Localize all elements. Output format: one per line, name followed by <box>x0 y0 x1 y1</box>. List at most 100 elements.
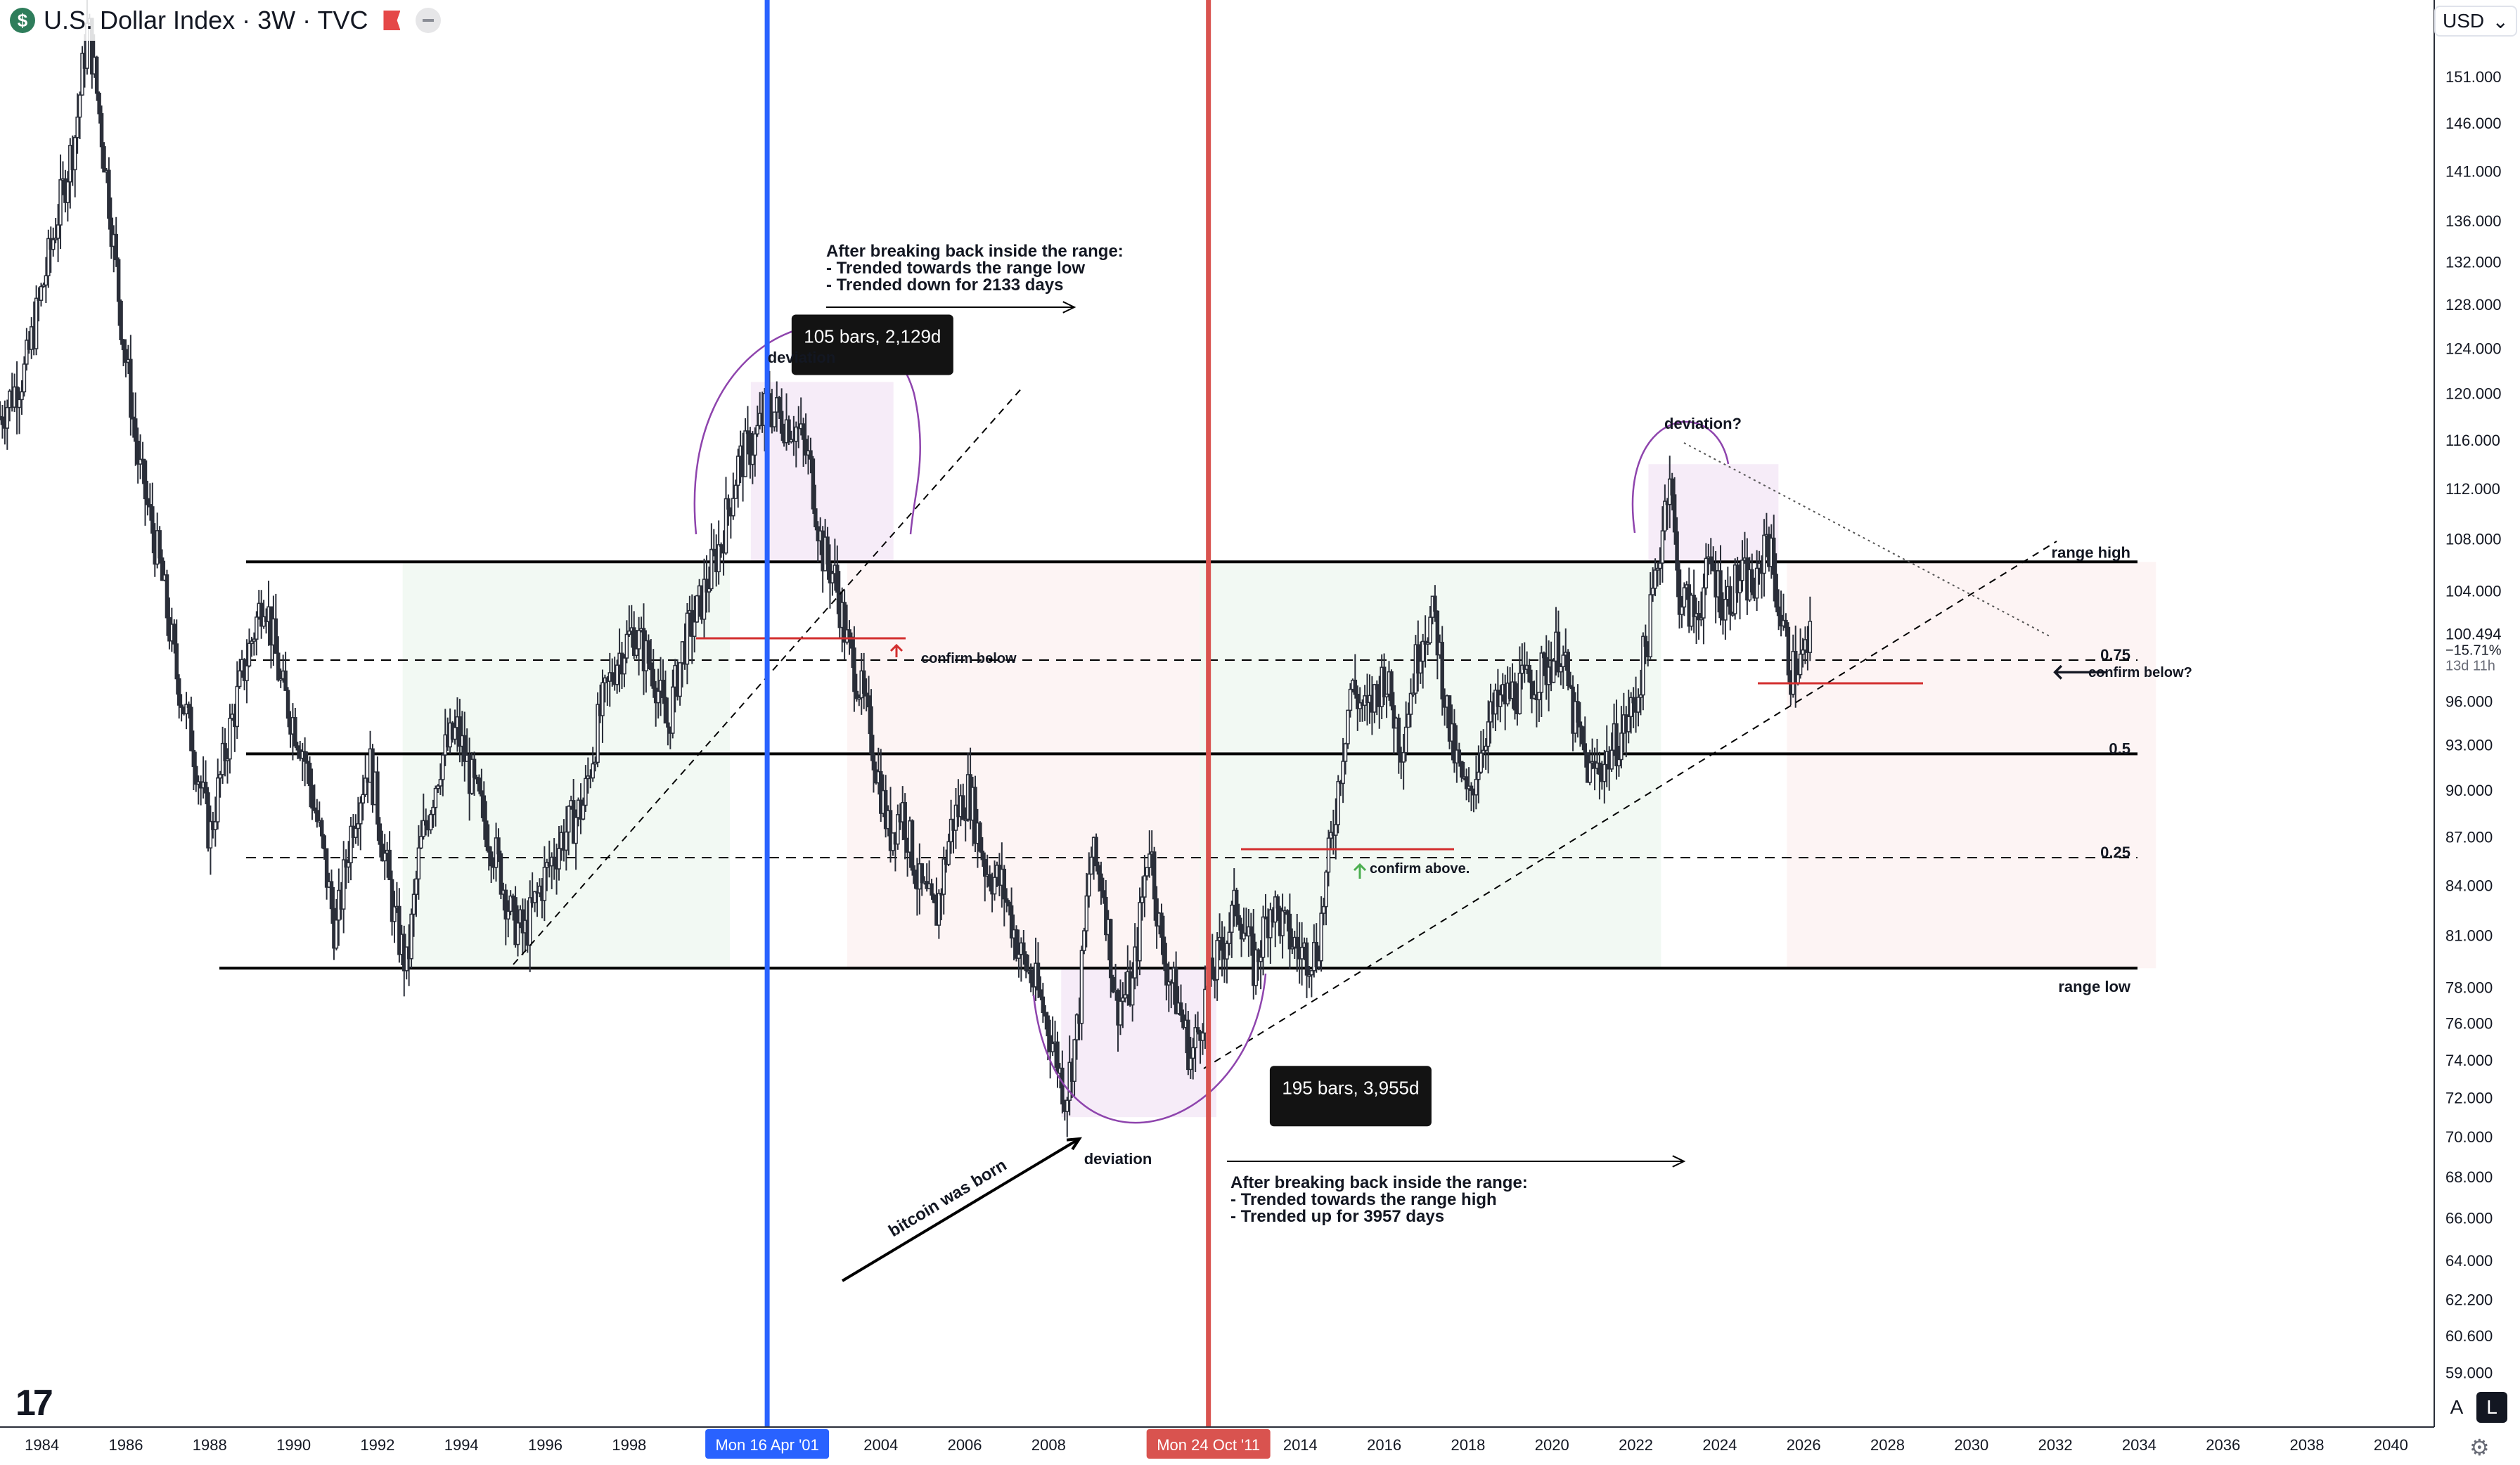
candle-body <box>1658 562 1662 569</box>
log-scale-button[interactable]: L <box>2476 1392 2507 1423</box>
x-tick-label: 2004 <box>863 1436 898 1454</box>
candle-body <box>709 548 714 590</box>
y-tick-label: 60.600 <box>2445 1327 2493 1345</box>
candle-body <box>896 814 900 845</box>
note-line: - Trended towards the range high <box>1230 1190 1497 1209</box>
candle-body <box>356 823 361 830</box>
auto-scale-button[interactable]: A <box>2450 1396 2464 1418</box>
symbol-header[interactable]: $ U.S. Dollar Index · 3W · TVC <box>0 0 442 41</box>
candle-body <box>1460 761 1464 778</box>
candle-body <box>480 790 484 796</box>
candle-body <box>1542 652 1546 659</box>
candle-body <box>378 823 382 845</box>
candle-body <box>349 825 353 863</box>
candle-body <box>593 761 598 765</box>
candle-body <box>1111 976 1115 993</box>
candle-body <box>1036 962 1041 990</box>
y-tick-label: 108.000 <box>2445 530 2502 548</box>
arrow-left-icon: 🡐 <box>2052 661 2108 684</box>
x-tick-label: 2020 <box>1535 1436 1569 1454</box>
tradingview-logo[interactable]: 17 <box>15 1383 53 1424</box>
candle-body <box>1227 931 1232 944</box>
candle-body <box>215 777 220 822</box>
candle-body <box>1672 494 1677 533</box>
candle-body <box>1014 929 1019 959</box>
x-tick-label: 1992 <box>360 1436 394 1454</box>
arrow-up-icon <box>889 643 904 657</box>
candle-body <box>390 879 394 922</box>
candle-body <box>1341 761 1345 785</box>
candle-body <box>1307 974 1311 977</box>
arrow-right-head <box>1062 301 1076 314</box>
candle-body <box>206 792 210 848</box>
x-tick-label: 1988 <box>193 1436 227 1454</box>
candle-body <box>596 704 600 763</box>
candle-body <box>194 766 198 785</box>
candle-body <box>97 92 101 115</box>
candle-body <box>809 450 813 460</box>
y-tick-label: 72.000 <box>2445 1090 2493 1107</box>
candle-body <box>1002 868 1007 900</box>
candle-body <box>869 706 873 755</box>
candle-body <box>1784 619 1788 628</box>
candle-body <box>1457 749 1462 762</box>
y-tick-label: 128.000 <box>2445 296 2502 314</box>
trendline <box>1203 541 2057 1069</box>
candle-body <box>411 893 416 915</box>
candle-body <box>133 418 138 442</box>
candle-body <box>421 820 426 837</box>
candle-body <box>1728 586 1732 615</box>
x-tick-label: 2040 <box>2374 1436 2408 1454</box>
candle-body <box>302 751 307 762</box>
candle-body <box>1072 1039 1076 1082</box>
candle-body <box>1121 997 1125 1002</box>
candle-body <box>1084 895 1089 931</box>
candle-body <box>1730 613 1735 616</box>
candle-body <box>1123 994 1128 999</box>
candle-body <box>1178 1002 1183 1016</box>
candle-body <box>1009 905 1014 939</box>
candle-body <box>1568 685 1573 688</box>
candle-body <box>1576 701 1580 723</box>
candle-body <box>1474 778 1479 796</box>
candle-body <box>1007 901 1011 907</box>
candle-body <box>44 275 49 286</box>
candle-body <box>1285 910 1290 915</box>
candle-body <box>1677 569 1682 615</box>
candle-body <box>312 807 317 811</box>
candle-body <box>735 456 740 486</box>
candle-body <box>114 233 118 261</box>
candle-body <box>1148 853 1152 868</box>
candle-body <box>1210 957 1215 980</box>
candle-body <box>1551 660 1556 683</box>
candle-body <box>278 678 283 681</box>
candle-body <box>179 704 184 708</box>
candle-body <box>1418 660 1422 674</box>
y-tick-label: 120.000 <box>2445 385 2502 403</box>
minimize-icon[interactable] <box>416 8 442 33</box>
range-levels <box>219 560 2138 970</box>
bitcoin-label: bitcoin was born <box>885 1156 1010 1241</box>
candle-body <box>1316 960 1321 968</box>
candle-body <box>849 636 854 649</box>
settings-icon[interactable]: ⚙ <box>2469 1435 2490 1460</box>
currency-selector[interactable]: USD ⌄ <box>2434 6 2517 37</box>
candle-body <box>649 662 653 671</box>
candle-body <box>136 440 140 465</box>
marker-date-label: Mon 16 Apr '01 <box>715 1436 818 1454</box>
candle-body <box>499 853 503 895</box>
flag-icon[interactable] <box>383 11 401 30</box>
measure-box <box>1269 1066 1432 1127</box>
y-tick-label: 112.000 <box>2445 480 2500 498</box>
candle-body <box>1133 946 1137 979</box>
candle-body <box>283 670 288 691</box>
candle-body <box>41 284 46 288</box>
candle-body <box>274 618 278 654</box>
candle-body <box>794 426 799 442</box>
candle-body <box>397 905 401 955</box>
candle-body <box>532 891 537 903</box>
candle-body <box>857 697 861 700</box>
candle-body <box>1626 716 1631 732</box>
candle-body <box>116 259 121 302</box>
